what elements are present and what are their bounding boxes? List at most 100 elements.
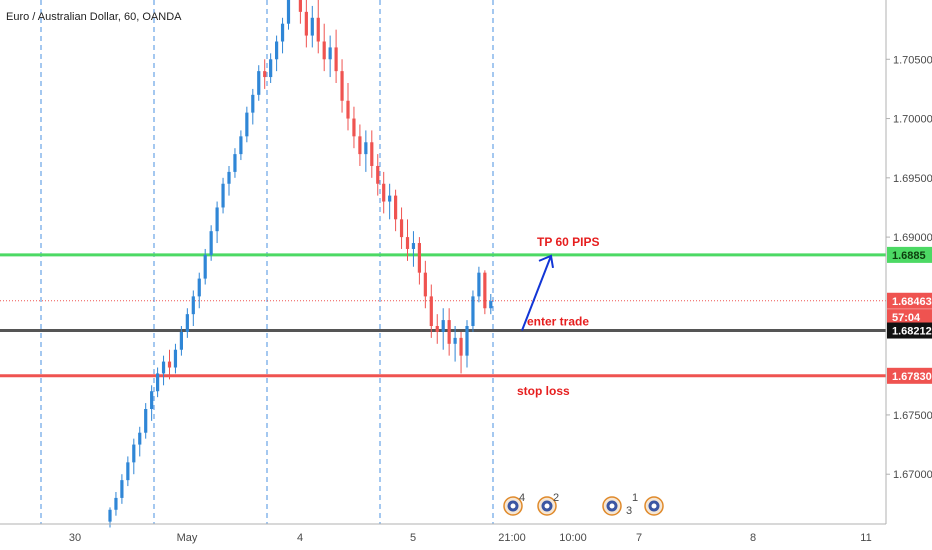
candle-body (298, 0, 302, 12)
candle-body (150, 391, 154, 410)
candle-body (233, 154, 237, 172)
time-tick-label: 5 (410, 532, 416, 544)
tp-arrow-head (538, 254, 554, 269)
event-count-badge: 1 (632, 492, 638, 504)
candle-body (203, 254, 207, 279)
last-price-tag-label: 1.68463 (892, 296, 932, 308)
candle-body (483, 272, 487, 309)
candlestick-series (108, 0, 493, 528)
price-axis[interactable]: 1.70500 1.70000 1.69500 1.69000 1.67500 1.670… (885, 0, 932, 524)
candle-body (185, 314, 189, 332)
stop-price-tag (887, 367, 932, 384)
chart-title: Euro / Australian Dollar, 60, OANDA (6, 11, 182, 23)
candle-body (352, 118, 356, 137)
event-count-badge: 2 (553, 492, 559, 504)
candle-body (334, 47, 338, 72)
economic-event-icon[interactable] (503, 496, 523, 516)
tp-price-tag-label: 1.6885 (892, 250, 926, 262)
candle-body (370, 142, 374, 166)
candle-body (167, 361, 172, 368)
candle-body (161, 361, 166, 374)
candle-body (459, 337, 463, 356)
candle-body (114, 497, 118, 510)
candle-body (453, 337, 457, 344)
economic-event-icon[interactable] (644, 496, 664, 516)
candle-body (191, 296, 195, 315)
candle-body (364, 142, 368, 155)
candle-body (108, 509, 112, 522)
price-tick-label: 1.69500 (893, 173, 932, 185)
candle-body (376, 165, 380, 184)
time-tick-label: 4 (297, 532, 303, 544)
time-tick-labels: 30 May 4 5 21:00 10:00 7 8 11 (69, 532, 872, 544)
event-count-badge: 4 (519, 492, 525, 504)
candle-body (197, 278, 201, 297)
candle-body (358, 136, 362, 155)
candle-body (316, 17, 320, 42)
price-tick-label: 1.70000 (893, 114, 932, 126)
candle-body (245, 112, 249, 137)
time-tick-label: 11 (860, 532, 871, 544)
candle-body (215, 207, 219, 232)
candle-body (310, 17, 314, 36)
candle-body (394, 195, 398, 220)
time-tick-label: 8 (750, 532, 756, 544)
time-tick-label: 21:00 (498, 532, 526, 544)
price-tick-labels: 1.70500 1.70000 1.69500 1.69000 1.67500 1.670… (886, 54, 932, 481)
candle-body (411, 243, 416, 249)
candle-body (144, 409, 148, 433)
candle-body (286, 0, 291, 24)
session-separators (40, 0, 494, 524)
candle-body (340, 71, 344, 101)
candle-body (399, 219, 404, 238)
candle-body (257, 71, 261, 95)
price-tick-label: 1.69000 (893, 232, 932, 244)
time-tick-label: 7 (636, 532, 642, 544)
candle-body (173, 349, 178, 368)
countdown-price-tag-label: 57:04 (892, 312, 921, 324)
candle-body (382, 183, 386, 202)
candle-body (429, 296, 433, 327)
tp-annotation[interactable]: TP 60 PIPS (537, 235, 599, 249)
candle-body (251, 94, 255, 113)
candle-body (417, 243, 421, 273)
time-tick-label: 30 (69, 532, 81, 544)
candle-body (221, 183, 225, 208)
candle-body (304, 11, 308, 36)
economic-event-markers[interactable]: 4 2 13 (503, 492, 664, 517)
candle-body (435, 326, 439, 332)
candle-body (263, 71, 267, 78)
candle-body (465, 326, 469, 356)
candle-body (209, 231, 213, 255)
price-tick-label: 1.70500 (893, 54, 932, 66)
candle-body (441, 320, 445, 332)
time-axis[interactable]: 30 May 4 5 21:00 10:00 7 8 11 (0, 523, 886, 544)
candle-body (132, 444, 136, 463)
stop-price-tag-label: 1.67830 (892, 371, 932, 383)
last-price-tag (887, 292, 932, 309)
economic-event-icon[interactable] (537, 496, 557, 516)
candle-body (269, 59, 273, 78)
price-level-tags: 1.6885 1.68463 57:04 1.68212 1.67830 (887, 246, 932, 384)
price-tick-label: 1.67000 (893, 469, 932, 481)
candle-body (388, 195, 392, 202)
candle-body (126, 462, 130, 481)
economic-event-icon[interactable] (602, 496, 622, 516)
entry-price-tag (887, 322, 932, 339)
stop-annotation[interactable]: stop loss (517, 384, 570, 398)
candle-body (346, 100, 350, 119)
entry-annotation[interactable]: enter trade (527, 315, 589, 329)
drawing-layer: TP 60 PIPS enter trade stop loss (517, 235, 599, 398)
tp-price-tag (887, 246, 932, 263)
candle-body (156, 373, 160, 392)
tp-arrow[interactable] (521, 255, 552, 331)
candle-body (120, 480, 124, 498)
candle-body (477, 272, 481, 297)
candle-body (280, 23, 285, 42)
candle-body (239, 136, 243, 155)
candle-body (328, 47, 332, 60)
candle-body (489, 301, 493, 309)
candle-body (423, 272, 427, 297)
candle-body (471, 296, 475, 327)
